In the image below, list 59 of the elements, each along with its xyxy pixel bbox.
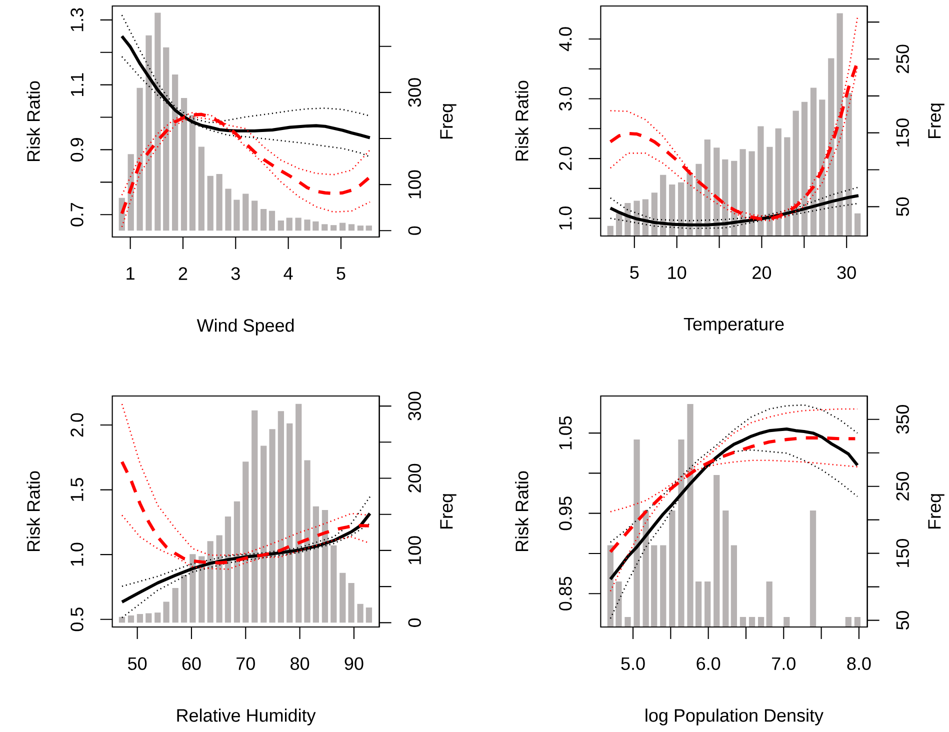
y2-tick-label: 50 [896, 610, 909, 630]
y-tick-label: 0.9 [70, 138, 84, 162]
y2-tick-label: 50 [896, 197, 909, 216]
y-tick-label: 0.95 [559, 496, 572, 530]
y-axis-title: Risk Ratio [26, 81, 40, 162]
y-axis-title: Risk Ratio [515, 471, 528, 552]
y2-axis-title: Freq [928, 104, 944, 138]
y-tick-label: 0.7 [70, 203, 84, 226]
x-tick-label: 5 [630, 266, 639, 279]
y-tick-label: 1.5 [70, 478, 84, 501]
x-tick-label: 3 [231, 267, 240, 280]
x-tick-label: 5 [336, 267, 346, 280]
y-tick-label: 4.0 [559, 27, 572, 52]
x-axis-title: log Population Density [646, 708, 824, 726]
x-axis-title: Temperature [684, 318, 784, 334]
x-tick-label: 60 [182, 657, 201, 670]
y2-tick-label: 0 [408, 618, 421, 627]
x-tick-label: 10 [668, 266, 686, 279]
y-tick-label: 3.0 [559, 86, 572, 111]
x-tick-label: 30 [837, 266, 856, 279]
y2-tick-label: 300 [408, 392, 421, 420]
y2-axis-title: Freq [440, 104, 456, 139]
x-tick-label: 80 [290, 657, 310, 670]
y2-tick-label: 200 [408, 464, 421, 492]
x-axis-title: Relative Humidity [177, 708, 316, 726]
y-tick-label: 1.0 [559, 206, 572, 230]
y-tick-label: 0.85 [559, 576, 572, 610]
x-tick-label: 6.0 [696, 657, 720, 670]
y-tick-label: 0.5 [70, 608, 84, 632]
x-tick-label: 7.0 [772, 657, 796, 670]
x-tick-label: 70 [236, 657, 255, 670]
y-tick-label: 1.3 [70, 8, 84, 32]
x-tick-label: 90 [344, 657, 364, 670]
x-tick-label: 50 [128, 657, 147, 670]
y2-tick-label: 100 [408, 170, 421, 198]
y2-tick-label: 100 [408, 536, 421, 564]
y-tick-label: 2.0 [559, 146, 572, 170]
x-tick-label: 2 [178, 267, 188, 280]
y-tick-label: 1.1 [70, 73, 84, 96]
y2-axis-title: Freq [440, 494, 456, 529]
x-tick-label: 4 [284, 267, 293, 280]
x-tick-label: 1 [126, 267, 134, 280]
y-axis-title: Risk Ratio [515, 80, 528, 161]
x-tick-label: 8.0 [847, 657, 871, 670]
y-tick-label: 1.0 [70, 542, 84, 566]
x-tick-label: 20 [752, 266, 772, 279]
y-tick-label: 1.05 [559, 416, 572, 450]
x-tick-label: 5.0 [621, 657, 645, 670]
y2-tick-label: 0 [408, 226, 421, 235]
y2-tick-label: 350 [896, 405, 909, 434]
x-axis-title: Wind Speed [196, 318, 294, 336]
y-axis-title: Risk Ratio [26, 471, 40, 552]
y2-axis-title: Freq [928, 494, 944, 529]
y2-tick-label: 150 [896, 539, 909, 567]
y2-tick-label: 150 [896, 118, 909, 146]
y-tick-label: 2.0 [70, 413, 84, 437]
y2-tick-label: 250 [896, 44, 909, 74]
y2-tick-label: 250 [896, 472, 909, 500]
y2-tick-label: 300 [408, 78, 421, 107]
